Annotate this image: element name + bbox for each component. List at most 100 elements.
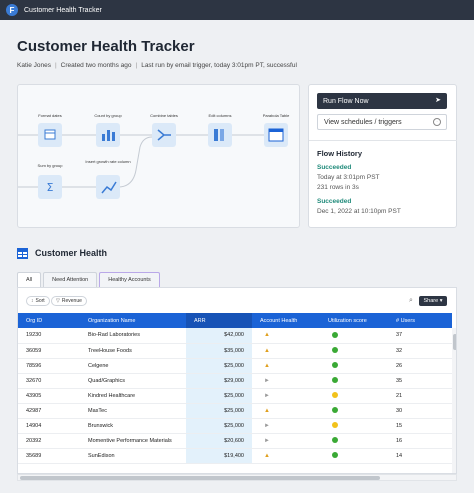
cell-arr: $20,600 <box>186 433 252 448</box>
node-label: Count by group <box>94 113 122 118</box>
node-count-by-group[interactable] <box>96 123 120 147</box>
cell-account-health: ► <box>252 373 320 388</box>
cell-utilization <box>320 418 388 433</box>
trend-up-icon: ▲ <box>264 347 270 354</box>
trend-flat-icon: ► <box>264 422 270 429</box>
history-entry[interactable]: Succeeded Dec 1, 2022 at 10:10pm PST <box>317 197 401 217</box>
cell-org-id: 78596 <box>26 362 42 369</box>
last-run-info: Last run by email trigger, today 3:01pm … <box>141 62 297 69</box>
run-flow-button[interactable]: Run Flow Now ➤ <box>317 93 447 109</box>
trend-flat-icon: ► <box>264 377 270 384</box>
node-label: Edit columns <box>208 113 232 118</box>
cell-org-name: Kindred Healthcare <box>88 392 136 399</box>
vertical-scrollbar[interactable] <box>452 328 456 473</box>
cell-org-id: 19230 <box>26 332 42 339</box>
cell-account-health: ▲ <box>252 358 320 373</box>
share-button[interactable]: Share ▾ <box>419 296 447 306</box>
history-detail: 231 rows in 3s <box>317 184 359 191</box>
cell-org-name: Bio-Rad Laboratories <box>88 332 140 339</box>
cell-org-name: Celgene <box>88 362 109 369</box>
cell-org-id: 36059 <box>26 347 42 354</box>
cell-account-health: ► <box>252 388 320 403</box>
clock-icon: · <box>433 118 441 126</box>
status-dot-icon <box>332 452 338 459</box>
cell-users: 35 <box>396 377 403 384</box>
cell-utilization <box>320 388 388 403</box>
status-dot-icon <box>332 407 338 414</box>
cell-arr: $42,000 <box>186 328 252 343</box>
cell-users: 26 <box>396 362 403 369</box>
cell-org-id: 20392 <box>26 437 42 444</box>
table-row[interactable]: 78596 Celgene $25,000 ▲ 26 <box>18 358 452 373</box>
table-row[interactable]: 19230 Bio-Rad Laboratories $42,000 ▲ 37 <box>18 328 452 343</box>
status-dot-icon <box>332 332 338 339</box>
tab-need-attention[interactable]: Need Attention <box>43 272 98 287</box>
cell-org-id: 35689 <box>26 452 42 459</box>
flow-actions-panel: Run Flow Now ➤ View schedules / triggers… <box>308 84 457 228</box>
trend-up-icon: ▲ <box>264 332 270 339</box>
cell-arr: $25,000 <box>186 403 252 418</box>
horizontal-scrollbar[interactable] <box>17 474 457 481</box>
history-time: Today at 3:01pm PST <box>317 174 380 181</box>
node-label: Format dates <box>38 113 62 118</box>
table-row[interactable]: 35689 SunEdison $19,400 ▲ 14 <box>18 448 452 463</box>
cell-utilization <box>320 403 388 418</box>
status-dot-icon <box>332 437 338 444</box>
node-combine-tables[interactable] <box>152 123 176 147</box>
node-parabola-table[interactable] <box>264 123 288 147</box>
node-sum-by-group[interactable]: Σ <box>38 175 62 199</box>
column-header-arr[interactable]: ARR <box>186 313 252 328</box>
cell-org-name: Brunswick <box>88 422 114 429</box>
filter-icon: ▽ <box>56 298 60 304</box>
table-row[interactable]: 20392 Momentive Performance Materials $20,… <box>18 433 452 448</box>
filter-button[interactable]: ▽ Revenue <box>51 296 87 306</box>
node-label: Parabola Table <box>262 113 290 118</box>
column-header-utilization[interactable]: Utilization score <box>328 317 367 324</box>
table-row[interactable]: 14904 Brunswick $25,000 ► 15 <box>18 418 452 433</box>
node-label: Insert growth rate column <box>85 159 131 164</box>
column-header-org-id[interactable]: Org ID <box>26 317 43 324</box>
flow-diagram: Σ <box>18 123 288 199</box>
cell-account-health: ▲ <box>252 448 320 463</box>
cell-users: 37 <box>396 332 403 339</box>
column-header-account-health[interactable]: Account Health <box>260 317 298 324</box>
cell-org-id: 14904 <box>26 422 42 429</box>
history-status: Succeeded <box>317 198 352 205</box>
cell-utilization <box>320 343 388 358</box>
cell-org-name: Quad/Graphics <box>88 377 125 384</box>
author-name: Katie Jones <box>17 62 51 69</box>
tab-healthy-accounts[interactable]: Healthy Accounts <box>99 272 160 287</box>
search-icon[interactable]: ⌕ <box>409 297 413 304</box>
node-format-dates[interactable] <box>38 123 62 147</box>
table-row[interactable]: 42987 MasTec $25,000 ▲ 30 <box>18 403 452 418</box>
svg-text:Σ: Σ <box>47 181 54 194</box>
node-insert-growth-rate[interactable] <box>96 175 120 199</box>
cell-arr: $25,000 <box>186 388 252 403</box>
cell-account-health: ► <box>252 418 320 433</box>
cell-org-name: TreeHouse Foods <box>88 347 132 354</box>
trend-up-icon: ▲ <box>264 452 270 459</box>
cell-arr: $25,000 <box>186 418 252 433</box>
column-header-org-name[interactable]: Organization Name <box>88 317 136 324</box>
table-icon <box>17 248 28 259</box>
table-row[interactable]: 36059 TreeHouse Foods $35,000 ▲ 32 <box>18 343 452 358</box>
cell-org-name: MasTec <box>88 407 107 414</box>
table-row[interactable]: 32670 Quad/Graphics $29,000 ► 35 <box>18 373 452 388</box>
cell-utilization <box>320 358 388 373</box>
cell-users: 30 <box>396 407 403 414</box>
table-header-row: Org ID Organization Name ARR Account Hea… <box>18 313 452 328</box>
cell-org-name: Momentive Performance Materials <box>88 437 172 444</box>
view-schedules-button[interactable]: View schedules / triggers · <box>317 114 447 130</box>
flow-canvas[interactable]: Σ Format dates Count by group Combine ta… <box>17 84 300 228</box>
sort-button[interactable]: ↕ Sort <box>26 296 50 306</box>
table-toolbar: ↕ Sort ▽ Revenue ⌕ Share ▾ <box>18 288 456 312</box>
node-edit-columns[interactable] <box>208 123 232 147</box>
tab-all[interactable]: All <box>17 272 42 287</box>
cell-account-health: ▲ <box>252 343 320 358</box>
column-header-users[interactable]: # Users <box>396 317 415 324</box>
customer-table-card: ↕ Sort ▽ Revenue ⌕ Share ▾ Org ID Organi… <box>17 287 457 474</box>
node-label: Combine tables <box>150 113 178 118</box>
table-row[interactable]: 43905 Kindred Healthcare $25,000 ► 21 <box>18 388 452 403</box>
history-entry[interactable]: Succeeded Today at 3:01pm PST 231 rows i… <box>317 163 380 193</box>
cell-account-health: ▲ <box>252 403 320 418</box>
